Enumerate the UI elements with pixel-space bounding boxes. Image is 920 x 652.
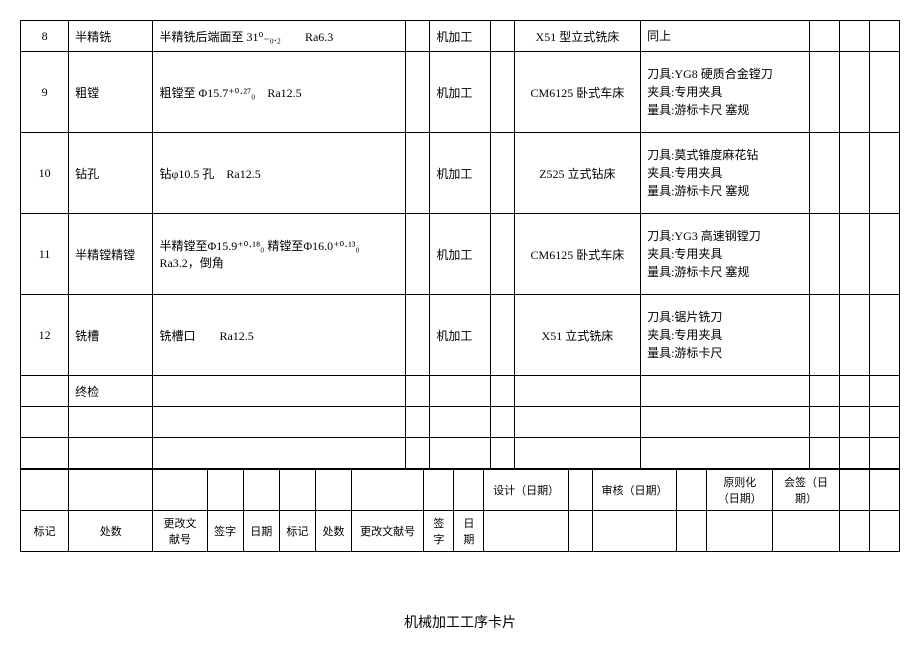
signature-table: 设计（日期） 审核（日期） 原则化（日期） 会签（日期） 标记 处数 更改文献号… (20, 469, 900, 552)
row-op: 半精镗精镗 (69, 214, 153, 295)
row-section: 机加工 (430, 214, 490, 295)
table-row: 终检 (21, 376, 900, 407)
row-section (430, 376, 490, 407)
hdr-sign2: 签字 (424, 511, 454, 552)
row-num: 8 (21, 21, 69, 52)
row-section: 机加工 (430, 52, 490, 133)
audit-label: 审核（日期） (592, 470, 676, 511)
hdr-mark: 标记 (21, 511, 69, 552)
row-tool (641, 376, 810, 407)
row-desc: 半精镗至Φ15.9⁺⁰·¹⁸₀ 精镗至Φ16.0⁺⁰·¹³₀ Ra3.2，倒角 (153, 214, 406, 295)
row-op: 半精铣 (69, 21, 153, 52)
row-equip: CM6125 卧式车床 (514, 52, 640, 133)
process-table: 8半精铣半精铣后端面至 31⁰₋₀.₂ Ra6.3机加工X51 型立式铣床同上9… (20, 20, 900, 469)
row-equip: X51 立式铣床 (514, 295, 640, 376)
empty-row (21, 407, 900, 438)
row-num: 11 (21, 214, 69, 295)
row-section: 机加工 (430, 133, 490, 214)
hdr-date: 日期 (243, 511, 279, 552)
empty-row (21, 438, 900, 469)
table-row: 10钻孔钻φ10.5 孔 Ra12.5 机加工 Z525 立式钻床刀具:莫式锥度麻花… (21, 133, 900, 214)
row-op: 铣槽 (69, 295, 153, 376)
hdr-changedoc2: 更改文献号 (352, 511, 424, 552)
row-tool: 刀具:莫式锥度麻花钻夹具:专用夹具量具:游标卡尺 塞规 (641, 133, 810, 214)
row-tool: 刀具:锯片铣刀夹具:专用夹具量具:游标卡尺 (641, 295, 810, 376)
row-tool: 刀具:YG3 高速钢镗刀夹具:专用夹具量具:游标卡尺 塞规 (641, 214, 810, 295)
row-desc: 铣槽口 Ra12.5 (153, 295, 406, 376)
row-equip: Z525 立式钻床 (514, 133, 640, 214)
cosign-label: 会签（日期） (773, 470, 839, 511)
table-row: 9粗镗粗镗至 Φ15.7⁺⁰·²⁷₀ Ra12.5 机加工 CM6125 卧式车床刀… (21, 52, 900, 133)
row-desc: 钻φ10.5 孔 Ra12.5 (153, 133, 406, 214)
hdr-changedoc: 更改文献号 (153, 511, 207, 552)
row-num: 9 (21, 52, 69, 133)
table-row: 12铣槽铣槽口 Ra12.5 机加工 X51 立式铣床刀具:锯片铣刀夹具:专用夹具量… (21, 295, 900, 376)
row-desc: 粗镗至 Φ15.7⁺⁰·²⁷₀ Ra12.5 (153, 52, 406, 133)
row-op: 粗镗 (69, 52, 153, 133)
design-label: 设计（日期） (484, 470, 568, 511)
hdr-count: 处数 (69, 511, 153, 552)
row-op: 终检 (69, 376, 153, 407)
row-section: 机加工 (430, 21, 490, 52)
hdr-sign: 签字 (207, 511, 243, 552)
table-row: 11半精镗精镗半精镗至Φ15.9⁺⁰·¹⁸₀ 精镗至Φ16.0⁺⁰·¹³₀ Ra… (21, 214, 900, 295)
row-desc: 半精铣后端面至 31⁰₋₀.₂ Ra6.3 (153, 21, 406, 52)
hdr-mark2: 标记 (279, 511, 315, 552)
row-num: 10 (21, 133, 69, 214)
row-num (21, 376, 69, 407)
footer-title: 机械加工工序卡片 (20, 612, 900, 632)
row-tool: 刀具:YG8 硬质合金镗刀夹具:专用夹具量具:游标卡尺 塞规 (641, 52, 810, 133)
hdr-count2: 处数 (315, 511, 351, 552)
row-equip (514, 376, 640, 407)
row-section: 机加工 (430, 295, 490, 376)
row-desc (153, 376, 406, 407)
table-row: 8半精铣半精铣后端面至 31⁰₋₀.₂ Ra6.3 机加工 X51 型立式铣床同上 (21, 21, 900, 52)
row-num: 12 (21, 295, 69, 376)
principle-label: 原则化（日期） (707, 470, 773, 511)
row-tool: 同上 (641, 21, 810, 52)
row-equip: X51 型立式铣床 (514, 21, 640, 52)
row-op: 钻孔 (69, 133, 153, 214)
hdr-date2: 日期 (454, 511, 484, 552)
row-equip: CM6125 卧式车床 (514, 214, 640, 295)
